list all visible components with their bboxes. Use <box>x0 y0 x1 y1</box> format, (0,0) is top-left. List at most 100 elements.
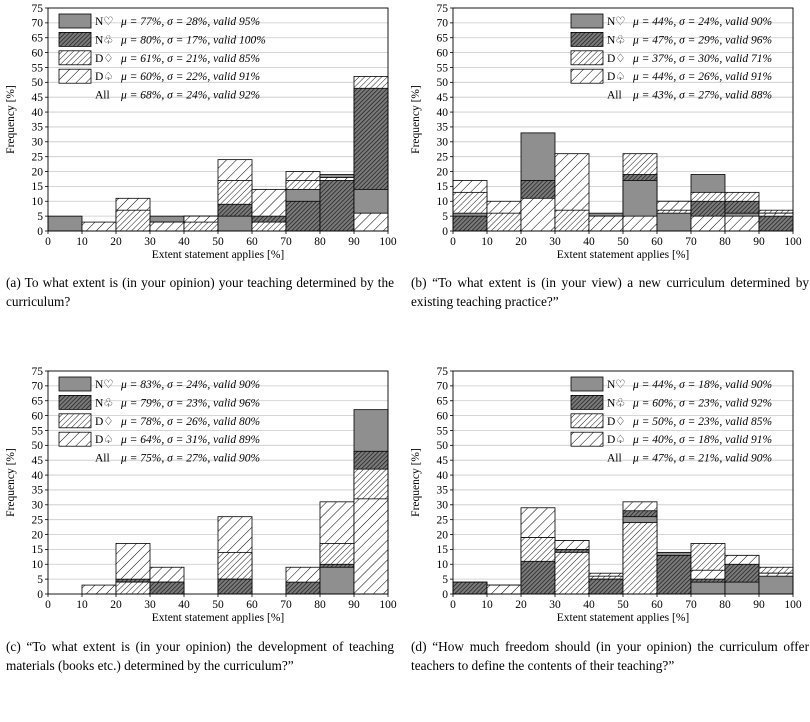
y-tick-label: 35 <box>437 485 449 497</box>
x-tick-label: 20 <box>515 236 527 248</box>
y-axis-label: Frequency [%] <box>5 85 17 154</box>
x-tick-label: 50 <box>212 599 224 611</box>
y-tick-label: 50 <box>437 77 449 89</box>
bar-n-bin-8 <box>319 180 355 232</box>
y-tick-label: 20 <box>32 529 44 541</box>
y-tick-label: 60 <box>437 410 449 422</box>
chart-b: 0 5 10 15 20 25 30 35 40 45 50 55 60 65 70 75 0 10 20 30 40 5… <box>410 3 802 261</box>
caption-c-label: (c) <box>6 639 21 654</box>
legend-series-name: D♢ <box>95 416 114 428</box>
y-tick-label: 30 <box>437 500 449 512</box>
legend-all-name: All <box>607 453 622 465</box>
y-tick-label: 20 <box>437 166 449 178</box>
y-tick-label: 10 <box>437 196 449 208</box>
x-tick-label: 70 <box>685 599 697 611</box>
y-tick-label: 40 <box>437 107 449 119</box>
y-tick-label: 35 <box>32 485 44 497</box>
bar-d-bin-1 <box>486 212 522 232</box>
legend-series-name: D♤ <box>95 434 114 446</box>
x-axis-label: Extent statement applies [%] <box>557 249 690 261</box>
bar-d-bin-1 <box>486 584 522 595</box>
x-tick-label: 70 <box>685 236 697 248</box>
y-tick-label: 60 <box>32 410 44 422</box>
bar-n-bin-5 <box>217 578 253 595</box>
x-tick-label: 80 <box>314 599 326 611</box>
y-tick-label: 25 <box>437 514 449 526</box>
bar-n-bin-8 <box>319 566 355 595</box>
y-axis-label: Frequency [%] <box>5 448 17 517</box>
bar-d-bin-4 <box>588 215 624 232</box>
x-tick-label: 20 <box>515 599 527 611</box>
y-tick-label: 25 <box>437 151 449 163</box>
legend-all-stats: μ = 68%, σ = 24%, valid 92% <box>120 90 260 102</box>
y-tick-label: 15 <box>32 544 44 556</box>
legend-swatch <box>570 13 604 29</box>
legend-series-name: N♧ <box>95 397 114 409</box>
bar-d-bin-2 <box>520 197 556 232</box>
legend-series-name: D♢ <box>607 53 626 65</box>
bar-n-bin-7 <box>285 581 321 595</box>
bar-n-bin-8 <box>724 581 760 595</box>
chart-d: 0 5 10 15 20 25 30 35 40 45 50 55 60 65 70 75 0 10 20 30 40 5… <box>410 366 802 624</box>
x-tick-label: 60 <box>651 236 663 248</box>
legend-series-name: N♡ <box>607 379 626 391</box>
legend-series-stats: μ = 64%, σ = 31%, valid 89% <box>120 434 260 446</box>
legend-series-stats: μ = 50%, σ = 23%, valid 85% <box>632 416 772 428</box>
bar-n-bin-7 <box>690 581 726 595</box>
x-tick-label: 30 <box>549 599 561 611</box>
x-tick-label: 40 <box>583 599 595 611</box>
y-tick-label: 70 <box>437 18 449 30</box>
y-tick-label: 10 <box>32 559 44 571</box>
legend-series-name: D♤ <box>607 434 626 446</box>
legend-all-name: All <box>607 90 622 102</box>
x-tick-label: 100 <box>784 599 802 611</box>
y-tick-label: 10 <box>437 559 449 571</box>
legend-series-stats: μ = 61%, σ = 21%, valid 85% <box>120 53 260 65</box>
y-tick-label: 75 <box>437 3 449 15</box>
x-tick-label: 50 <box>212 236 224 248</box>
x-tick-label: 30 <box>549 236 561 248</box>
x-tick-label: 70 <box>280 599 292 611</box>
bar-d-bin-5 <box>622 522 658 595</box>
x-tick-label: 90 <box>753 236 765 248</box>
y-tick-label: 40 <box>437 470 449 482</box>
x-tick-label: 80 <box>719 599 731 611</box>
y-axis-label: Frequency [%] <box>410 448 422 517</box>
x-tick-label: 70 <box>280 236 292 248</box>
bar-d-bin-2 <box>115 209 151 232</box>
caption-d-text: “How much freedom should (in your opinio… <box>411 639 810 673</box>
legend: N♡ μ = 77%, σ = 28%, valid 95% N♧ μ = 80%, … <box>58 13 266 102</box>
x-tick-label: 10 <box>76 599 88 611</box>
y-tick-label: 25 <box>32 151 44 163</box>
legend-swatch <box>570 431 604 447</box>
x-tick-label: 80 <box>719 236 731 248</box>
legend-series-stats: μ = 44%, σ = 26%, valid 91% <box>632 71 772 83</box>
legend-all-stats: μ = 75%, σ = 27%, valid 90% <box>120 453 260 465</box>
y-tick-label: 0 <box>37 226 43 238</box>
y-tick-label: 45 <box>32 92 44 104</box>
y-axis-label: Frequency [%] <box>410 85 422 154</box>
y-tick-label: 25 <box>32 514 44 526</box>
y-tick-label: 30 <box>32 137 44 149</box>
x-tick-label: 100 <box>379 599 397 611</box>
legend-swatch <box>570 413 604 429</box>
y-tick-label: 0 <box>442 589 448 601</box>
caption-b: (b) “To what extent is (in your view) a … <box>411 273 809 311</box>
y-tick-label: 70 <box>32 381 44 393</box>
x-tick-label: 90 <box>348 599 360 611</box>
legend-series-name: D♤ <box>607 71 626 83</box>
x-tick-label: 50 <box>617 236 629 248</box>
y-tick-label: 55 <box>437 62 449 74</box>
legend-swatch <box>570 68 604 84</box>
caption-b-text: “To what extent is (in your view) a new … <box>411 275 810 309</box>
legend-series-stats: μ = 37%, σ = 30%, valid 71% <box>632 53 772 65</box>
legend-series-stats: μ = 83%, σ = 24%, valid 90% <box>120 379 260 391</box>
bar-n-bin-9 <box>758 215 794 232</box>
x-tick-label: 20 <box>110 236 122 248</box>
caption-c-text: “To what extent is (in your opinion) the… <box>6 639 395 673</box>
y-tick-label: 50 <box>32 77 44 89</box>
bar-d-bin-9 <box>353 498 389 595</box>
legend-swatch <box>58 50 92 66</box>
y-tick-label: 10 <box>32 196 44 208</box>
legend-all-stats: μ = 47%, σ = 21%, valid 90% <box>632 453 772 465</box>
